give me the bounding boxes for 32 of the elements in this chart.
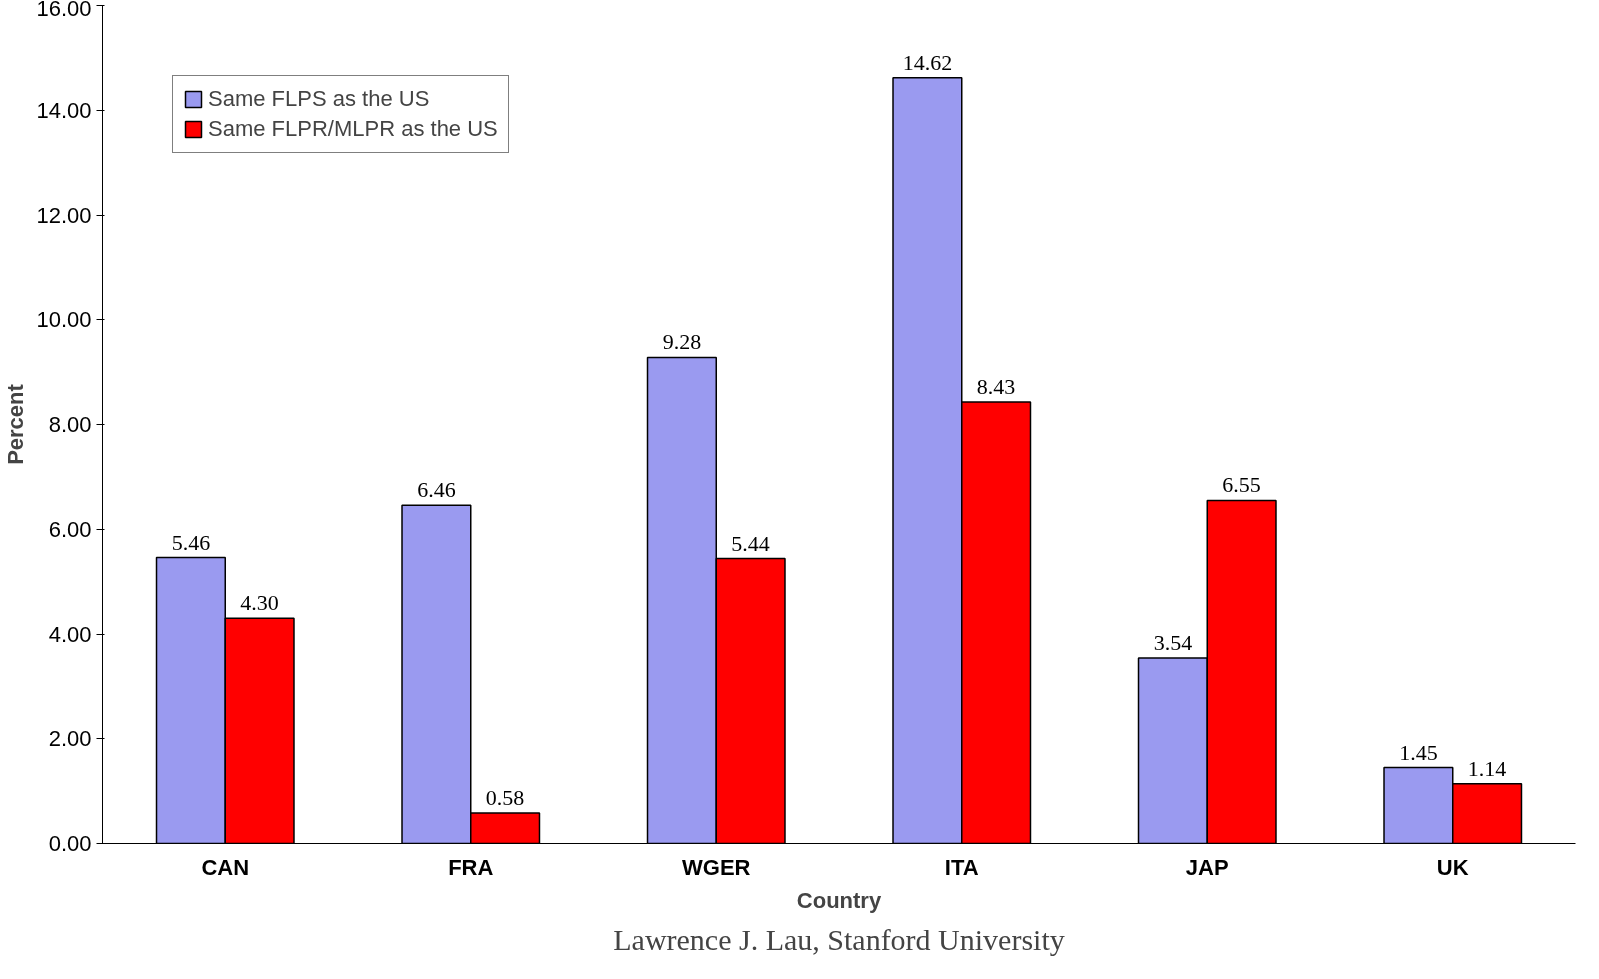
y-axis-title: Percent (3, 383, 29, 465)
legend-label: Same FLPR/MLPR as the US (208, 116, 498, 142)
data-label: 5.44 (731, 530, 770, 556)
x-axis-title: Country (796, 887, 882, 913)
data-label: 9.28 (662, 329, 702, 355)
y-tick-label: 4.00 (48, 621, 92, 647)
y-tick-label: 10.00 (36, 307, 92, 333)
y-tick-label: 12.00 (36, 202, 92, 228)
x-tick-label: WGER (682, 854, 751, 880)
y-tick-label: 0.00 (48, 831, 92, 856)
x-tick-label: JAP (1185, 854, 1229, 880)
data-label: 1.45 (1399, 739, 1438, 765)
x-tick-label: ITA (944, 854, 979, 880)
y-tick-label: 16.00 (36, 0, 92, 21)
data-label: 1.14 (1467, 755, 1507, 781)
data-label: 8.43 (976, 373, 1016, 399)
y-tick-label: 2.00 (48, 726, 92, 752)
x-tick-label: FRA (448, 854, 494, 880)
data-label: 4.30 (240, 590, 279, 616)
data-label: 5.46 (171, 529, 211, 555)
y-tick-label: 8.00 (48, 412, 92, 437)
data-label: 6.46 (417, 477, 456, 503)
data-label: 0.58 (485, 785, 525, 811)
data-label: 14.62 (902, 49, 953, 75)
data-label: 3.54 (1153, 630, 1193, 656)
data-label: 6.55 (1222, 472, 1261, 498)
y-tick-label: 6.00 (48, 516, 92, 542)
text: Lawrence J. Lau, Stanford University (613, 922, 1065, 956)
x-tick-label: UK (1436, 854, 1469, 880)
legend-label: Same FLPS as the US (208, 86, 430, 112)
x-tick-label: CAN (201, 854, 250, 880)
y-tick-label: 14.00 (36, 97, 92, 123)
